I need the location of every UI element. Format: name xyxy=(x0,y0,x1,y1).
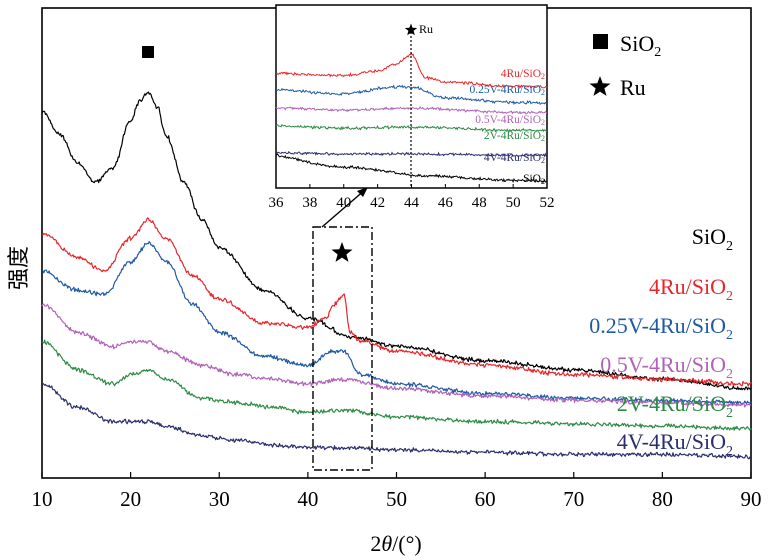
inset-arrow xyxy=(321,188,367,228)
series-line-5 xyxy=(41,382,752,460)
inset-x-tick-label-48: 48 xyxy=(472,195,487,211)
inset-series-line-4 xyxy=(275,124,548,133)
x-tick-label-60: 60 xyxy=(475,487,496,511)
x-tick-label-30: 30 xyxy=(209,487,230,511)
series-label-2v: 2V-4Ru/SiO2 xyxy=(617,391,733,421)
x-axis-ticks: 10 20 30 40 50 60 70 80 90 xyxy=(32,472,762,511)
inset-series-line-5 xyxy=(275,150,548,158)
series-label-4v: 4V-4Ru/SiO2 xyxy=(617,429,733,459)
inset-x-tick-label-44: 44 xyxy=(404,195,420,211)
legend-square-icon xyxy=(593,34,608,49)
series-line-4 xyxy=(41,339,752,431)
inset-label-2v: 2V-4Ru/SiO2 xyxy=(484,130,545,143)
inset-x-ticks: 36 38 40 42 44 46 48 50 52 xyxy=(269,184,555,211)
inset-x-tick-label-38: 38 xyxy=(302,195,317,211)
inset-ru-label: Ru xyxy=(419,22,433,36)
inset-ru-star-icon xyxy=(404,23,418,36)
legend: SiO2 Ru xyxy=(589,31,661,100)
x-tick-label-40: 40 xyxy=(297,487,318,511)
x-tick-label-80: 80 xyxy=(652,487,673,511)
inset-label-4ru: 4Ru/SiO2 xyxy=(501,68,545,81)
inset-x-tick-label-46: 46 xyxy=(438,195,454,211)
series-line-3 xyxy=(41,303,752,408)
x-tick-label-50: 50 xyxy=(386,487,407,511)
inset-x-tick-label-40: 40 xyxy=(336,195,351,211)
y-axis-label: 强度 xyxy=(6,246,31,290)
inset-series-line-2 xyxy=(275,84,548,106)
x-tick-label-10: 10 xyxy=(32,487,53,511)
series-label-0-5v: 0.5V-4Ru/SiO2 xyxy=(600,352,733,382)
inset-x-tick-label-36: 36 xyxy=(269,195,285,211)
inset: Ru 36 38 40 42 44 46 48 50 52 4Ru/SiO2 0.25V-4Ru… xyxy=(269,4,555,211)
inset-series-line-0 xyxy=(275,153,548,184)
legend-label-sio2: SiO2 xyxy=(620,31,661,60)
legend-star-icon xyxy=(589,76,611,96)
ru-peak-star-icon xyxy=(331,242,353,262)
series-label-0-25v: 0.25V-4Ru/SiO2 xyxy=(589,313,733,343)
inset-label-4v: 4V-4Ru/SiO2 xyxy=(484,152,545,165)
inset-x-tick-label-42: 42 xyxy=(370,195,385,211)
series-labels: SiO2 4Ru/SiO2 0.25V-4Ru/SiO2 0.5V-4Ru/Si… xyxy=(589,224,733,459)
x-tick-label-90: 90 xyxy=(741,487,762,511)
inset-label-sio2: SiO2 xyxy=(523,173,545,186)
highlight-box xyxy=(312,226,373,471)
sio2-peak-square-icon xyxy=(142,46,154,58)
series-label-sio2: SiO2 xyxy=(692,224,733,254)
series-line-1 xyxy=(41,217,752,387)
inset-label-0-25v: 0.25V-4Ru/SiO2 xyxy=(470,84,545,97)
x-tick-label-70: 70 xyxy=(563,487,584,511)
series-line-2 xyxy=(42,241,752,405)
x-axis-label: 2θ/(°) xyxy=(370,531,421,556)
inset-arrowhead-icon xyxy=(357,187,368,197)
series-label-4ru: 4Ru/SiO2 xyxy=(649,274,733,304)
legend-label-ru: Ru xyxy=(620,75,646,100)
inset-x-tick-label-50: 50 xyxy=(506,195,521,211)
inset-x-tick-label-52: 52 xyxy=(540,195,555,211)
main-series-group xyxy=(41,91,752,460)
inset-label-0-5v: 0.5V-4Ru/SiO2 xyxy=(475,114,545,127)
x-tick-label-20: 20 xyxy=(120,487,141,511)
